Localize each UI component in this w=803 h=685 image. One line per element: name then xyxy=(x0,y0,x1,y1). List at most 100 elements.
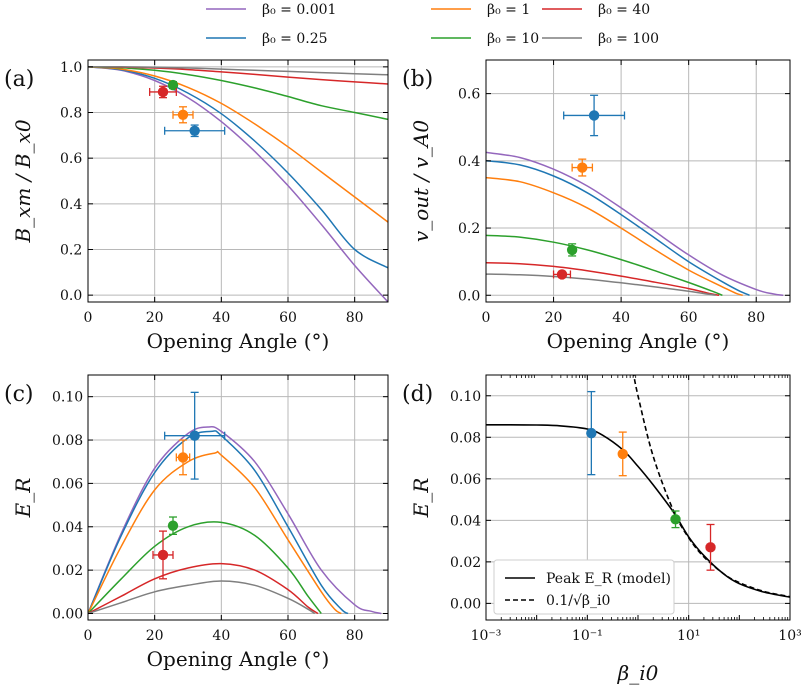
data-point xyxy=(563,94,626,137)
x-tick-label: 40 xyxy=(612,310,630,326)
point-marker xyxy=(189,125,200,136)
plot-area xyxy=(88,66,388,302)
y-axis-label: v_out / v_A0 xyxy=(409,120,433,242)
point-marker xyxy=(167,79,179,91)
data-point xyxy=(149,85,177,99)
legend-label: β₀ = 0.25 xyxy=(262,31,328,47)
point-marker xyxy=(617,448,628,460)
data-point xyxy=(167,516,179,536)
y-tick-label: 0.2 xyxy=(458,221,480,237)
panel-c: 0 20 40 60 80 0.00 0.02 0.04 0.06 0.08 0.10 Opening… xyxy=(4,374,389,671)
point-marker xyxy=(577,162,588,173)
series-line xyxy=(88,66,388,302)
y-tick-label: 0.04 xyxy=(52,520,83,536)
plot-area xyxy=(88,425,382,615)
y-tick-label: 0.06 xyxy=(450,472,481,488)
inset-legend: Peak E_R (model) 0.1/√β_i0 xyxy=(493,559,675,615)
series-line xyxy=(88,66,388,76)
series-line xyxy=(88,66,388,121)
point-marker xyxy=(566,244,578,256)
series-line xyxy=(88,66,388,269)
point-marker xyxy=(705,542,716,553)
top-legend: β₀ = 0.001 β₀ = 0.25 β₀ = 1 β₀ = 10 β₀ = 40 β… xyxy=(206,2,659,47)
y-tick-label: 0.02 xyxy=(450,555,481,571)
series-line xyxy=(632,375,790,598)
legend-entry: β₀ = 40 xyxy=(542,2,650,18)
panel-label: (d) xyxy=(402,382,433,407)
point-marker xyxy=(586,427,597,439)
legend-entry: β₀ = 0.001 xyxy=(206,2,336,18)
axes-frame xyxy=(87,374,389,621)
x-tick-label: 20 xyxy=(146,628,164,644)
x-tick-label: 20 xyxy=(146,310,164,326)
series-line xyxy=(486,176,743,297)
x-axis-label: β_i0 xyxy=(617,661,659,685)
legend-label: β₀ = 0.001 xyxy=(262,2,336,18)
point-marker xyxy=(556,269,568,280)
point-marker xyxy=(177,452,189,463)
y-tick-label: 0.8 xyxy=(60,106,82,122)
data-point xyxy=(586,390,597,476)
legend-entry: β₀ = 100 xyxy=(542,31,659,47)
point-marker xyxy=(189,430,200,441)
plot-area xyxy=(486,375,790,598)
series-line xyxy=(486,234,723,296)
y-axis-label: B_xm / B_x0 xyxy=(11,119,35,243)
y-tick-label: 0.04 xyxy=(450,513,481,529)
x-tick-label: 60 xyxy=(279,628,297,644)
series-line xyxy=(88,562,319,615)
x-tick-label: 0 xyxy=(482,310,491,326)
data-point xyxy=(670,510,681,529)
data-point xyxy=(164,391,226,480)
y-tick-label: 1.0 xyxy=(60,60,82,76)
axes-frame xyxy=(87,59,389,303)
panel-label: (a) xyxy=(4,67,34,92)
y-tick-label: 0.0 xyxy=(458,288,480,304)
data-point xyxy=(172,106,194,124)
x-tick-label: 60 xyxy=(680,310,698,326)
data-point xyxy=(705,523,716,571)
series-line xyxy=(486,160,750,296)
axes-frame xyxy=(485,59,791,303)
x-tick-label: 40 xyxy=(212,628,230,644)
y-tick-label: 0.00 xyxy=(52,606,83,622)
data-point xyxy=(152,530,174,580)
data-point xyxy=(167,79,179,91)
x-tick-label: 80 xyxy=(747,310,765,326)
panel-b: 0 20 40 60 80 0.0 0.2 0.4 0.6 Opening Angle (°) v_… xyxy=(402,59,791,353)
y-tick-label: 0.08 xyxy=(52,433,83,449)
x-tick-label: 10³ xyxy=(778,628,801,644)
legend-label: β₀ = 1 xyxy=(487,2,530,18)
series-line xyxy=(486,261,720,297)
x-tick-label: 10⁻³ xyxy=(471,628,502,644)
y-axis-label: E_R xyxy=(11,478,35,519)
x-tick-label: 80 xyxy=(346,628,364,644)
x-axis-label: Opening Angle (°) xyxy=(147,647,330,671)
y-tick-label: 0.0 xyxy=(60,288,82,304)
series-line xyxy=(88,521,322,615)
x-tick-label: 0 xyxy=(84,310,93,326)
y-tick-label: 0.06 xyxy=(52,476,83,492)
data-point xyxy=(175,439,191,476)
panel-d: 10⁻³ 10⁻¹ 10¹ 10³ 0.00 0.02 0.04 0.06 0.08 0.10 β_… xyxy=(402,374,802,685)
point-marker xyxy=(588,110,600,121)
panel-label: (b) xyxy=(402,67,433,92)
series-line xyxy=(88,66,388,223)
series-line xyxy=(486,273,716,297)
point-marker xyxy=(177,109,189,120)
point-marker xyxy=(157,86,169,98)
legend-label: β₀ = 10 xyxy=(487,31,539,47)
data-point xyxy=(164,124,226,138)
y-tick-label: 0.4 xyxy=(60,197,82,213)
x-axis-label: Opening Angle (°) xyxy=(547,329,730,353)
y-tick-label: 0.2 xyxy=(60,242,82,258)
data-point xyxy=(617,431,628,477)
legend-entry: β₀ = 10 xyxy=(431,31,539,47)
y-tick-label: 0.6 xyxy=(458,87,480,103)
y-tick-label: 0.10 xyxy=(450,389,481,405)
panels: 0 20 40 60 80 0.0 0.2 0.4 0.6 0.8 1.0 Opening Angle… xyxy=(4,59,802,685)
y-tick-label: 0.6 xyxy=(60,151,82,167)
series-line xyxy=(88,425,382,615)
y-tick-label: 0.10 xyxy=(52,390,83,406)
